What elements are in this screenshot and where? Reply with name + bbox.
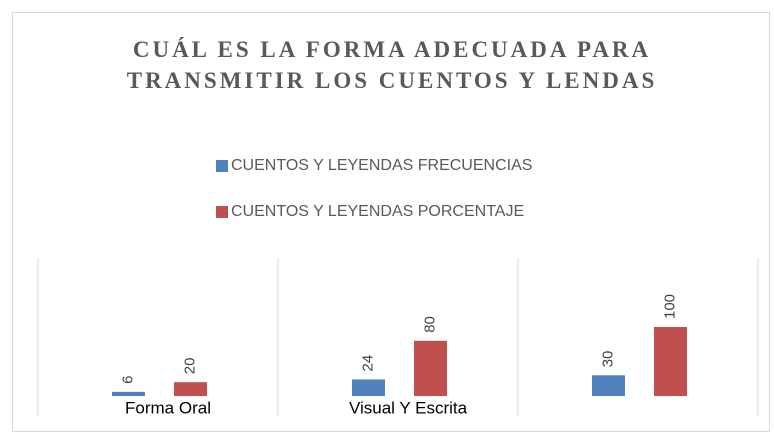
legend-label: CUENTOS Y LEYENDAS FRECUENCIAS [231, 157, 532, 174]
bar [414, 340, 447, 396]
bar [174, 382, 207, 396]
page: {"chart_data": {"type": "bar", "title": … [12, 12, 770, 432]
x-tick-label: Forma Oral [125, 398, 211, 416]
chart-title: CUÁL ES LA FORMA ADECUADA PARA TRANSMITI… [126, 37, 658, 93]
data-label: 30 [599, 351, 616, 368]
data-label: 80 [421, 316, 438, 333]
chart: CUENTOS Y LEYENDAS FRECUENCIAS CUENTOS Y … [37, 157, 759, 416]
data-label: 6 [119, 376, 136, 384]
legend-swatch [216, 206, 228, 218]
legend-swatch [216, 160, 228, 172]
bar [592, 375, 625, 396]
bar [654, 327, 687, 396]
data-label: 20 [181, 358, 198, 375]
data-label: 100 [661, 294, 678, 319]
x-tick-label: Visual Y Escrita [349, 398, 468, 416]
legend-label: CUENTOS Y LEYENDAS PORCENTAJE [231, 203, 524, 220]
bar [352, 379, 385, 396]
data-label: 24 [359, 355, 376, 372]
bar [112, 391, 145, 396]
